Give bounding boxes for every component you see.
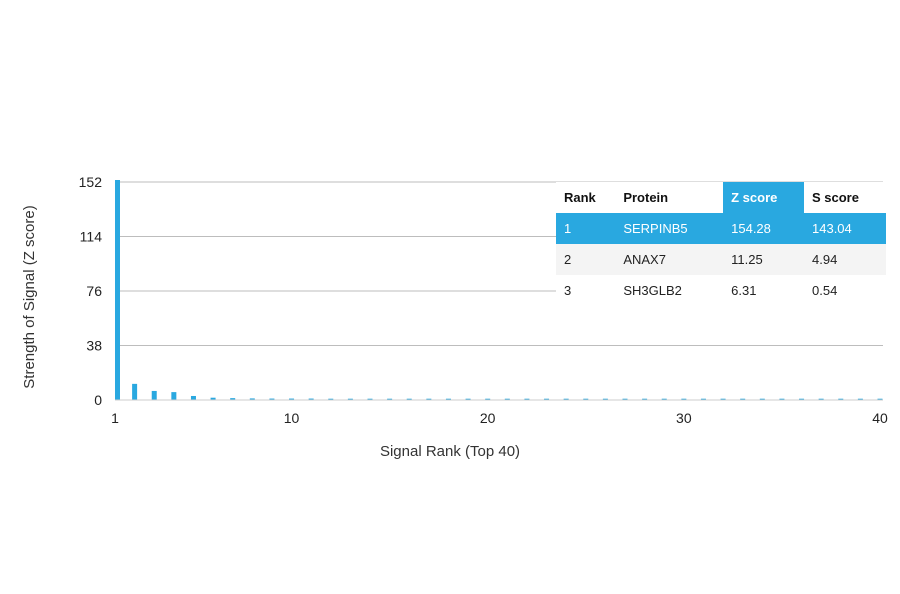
header-z-score: Z score — [723, 182, 804, 213]
bar — [838, 398, 844, 400]
bar — [544, 398, 550, 400]
cell-protein: ANAX7 — [615, 244, 724, 275]
bar — [406, 398, 412, 400]
y-tick-label: 152 — [79, 174, 103, 190]
bar — [445, 398, 451, 400]
cell-s-score: 0.54 — [804, 275, 886, 306]
x-tick-label: 20 — [480, 410, 496, 426]
bar — [759, 398, 765, 400]
bar — [347, 398, 353, 400]
bar — [171, 392, 177, 400]
bars — [115, 180, 883, 400]
bar — [269, 398, 275, 400]
bar — [857, 398, 863, 400]
bar — [740, 398, 746, 400]
x-tick-label: 30 — [676, 410, 692, 426]
bar — [210, 397, 216, 400]
header-s-score: S score — [804, 182, 886, 213]
table-row: 3 SH3GLB2 6.31 0.54 — [556, 275, 886, 306]
bar — [583, 398, 589, 400]
bar — [115, 180, 120, 400]
bar — [779, 398, 785, 400]
bar — [465, 398, 471, 400]
bar — [720, 398, 726, 400]
cell-rank: 2 — [556, 244, 616, 275]
bar — [818, 398, 824, 400]
table-row: 1 SERPINB5 154.28 143.04 — [556, 213, 886, 244]
bar — [151, 390, 157, 400]
header-protein: Protein — [615, 182, 724, 213]
y-tick-label: 114 — [80, 229, 103, 245]
cell-protein: SH3GLB2 — [615, 275, 724, 306]
x-tick-label: 10 — [284, 410, 300, 426]
bar — [190, 395, 196, 400]
bar — [661, 398, 667, 400]
table-row: 2 ANAX7 11.25 4.94 — [556, 244, 886, 275]
x-tick-label: 40 — [872, 410, 888, 426]
bar — [524, 398, 530, 400]
bar — [504, 398, 510, 400]
bar — [799, 398, 805, 400]
x-tick-label: 1 — [111, 410, 119, 426]
y-axis-title: Strength of Signal (Z score) — [21, 205, 38, 388]
cell-s-score: 4.94 — [804, 244, 886, 275]
bar — [622, 398, 628, 400]
bar — [681, 398, 687, 400]
bar — [700, 398, 706, 400]
bar — [249, 398, 255, 400]
cell-rank: 3 — [556, 275, 616, 306]
bar — [230, 398, 236, 400]
x-axis-title: Signal Rank (Top 40) — [380, 443, 520, 460]
bar — [642, 398, 648, 400]
bar — [426, 398, 432, 400]
bar — [602, 398, 608, 400]
signal-rank-table: Rank Protein Z score S score 1 SERPINB5 … — [556, 182, 886, 306]
bar — [877, 398, 883, 400]
y-tick-label: 76 — [86, 283, 102, 299]
x-tick-labels: 1 10 20 30 40 — [111, 410, 888, 426]
cell-z-score: 154.28 — [723, 213, 804, 244]
y-tick-labels: 0 38 76 114 152 — [79, 174, 103, 408]
bar — [485, 398, 491, 400]
bar — [328, 398, 334, 400]
cell-s-score: 143.04 — [804, 213, 886, 244]
cell-z-score: 6.31 — [723, 275, 804, 306]
header-rank: Rank — [556, 182, 616, 213]
y-tick-label: 38 — [86, 338, 102, 354]
cell-rank: 1 — [556, 213, 616, 244]
cell-protein: SERPINB5 — [615, 213, 724, 244]
y-tick-label: 0 — [94, 392, 102, 408]
table-header-row: Rank Protein Z score S score — [556, 182, 886, 213]
bar — [387, 398, 393, 400]
cell-z-score: 11.25 — [723, 244, 804, 275]
bar — [563, 398, 569, 400]
bar — [289, 398, 295, 400]
bar — [132, 383, 138, 400]
bar — [308, 398, 314, 400]
bar — [367, 398, 373, 400]
